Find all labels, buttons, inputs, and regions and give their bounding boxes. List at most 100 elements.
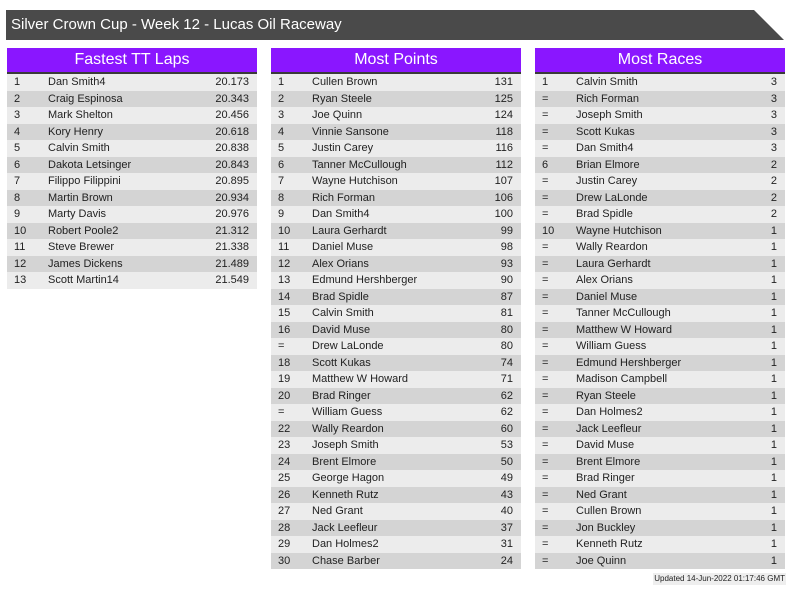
driver-name-cell: Brad Ringer <box>312 389 371 402</box>
driver-name-cell: Joe Quinn <box>576 554 627 567</box>
table-row: 6 Brian Elmore 2 <box>535 156 785 173</box>
driver-name-cell: Brad Spidle <box>312 290 369 303</box>
position-cell: = <box>542 356 549 369</box>
value-cell: 1 <box>770 290 777 303</box>
driver-name-cell: Rich Forman <box>576 92 639 105</box>
value-cell: 2 <box>770 191 777 204</box>
driver-name-cell: Calvin Smith <box>48 142 110 154</box>
value-cell: 1 <box>770 257 777 270</box>
value-cell: 1 <box>770 389 777 402</box>
position-cell: = <box>542 472 549 484</box>
driver-name-cell: Dan Smith4 <box>312 208 370 220</box>
most-races-table: Most Races 1 Calvin Smith 3 = Rich Forman 3 = J… <box>535 48 785 569</box>
driver-name-cell: Martin Brown <box>48 191 113 204</box>
position-cell: = <box>542 340 549 352</box>
value-cell: 1 <box>770 356 777 369</box>
driver-name-cell: Tanner McCullough <box>576 307 671 319</box>
value-cell: 1 <box>770 373 777 385</box>
position-cell: = <box>542 439 549 451</box>
table-row: 1 Cullen Brown 131 <box>271 74 521 91</box>
table-row: = Ned Grant 1 <box>535 486 785 503</box>
value-cell: 21.549 <box>215 274 249 286</box>
table-row: 10 Laura Gerhardt 99 <box>271 222 521 239</box>
table-heading: Fastest TT Laps <box>7 48 257 74</box>
driver-name-cell: Kenneth Rutz <box>576 538 643 550</box>
position-cell: 27 <box>278 505 291 517</box>
position-cell: 22 <box>278 422 291 435</box>
driver-name-cell: Alex Orians <box>576 274 633 286</box>
driver-name-cell: Jon Buckley <box>576 521 636 534</box>
driver-name-cell: Dan Holmes2 <box>576 406 643 418</box>
value-cell: 20.976 <box>215 208 249 220</box>
driver-name-cell: Jack Leefleur <box>312 521 378 534</box>
value-cell: 93 <box>500 257 513 270</box>
driver-name-cell: Ned Grant <box>576 488 627 501</box>
position-cell: 10 <box>542 224 555 237</box>
driver-name-cell: Scott Kukas <box>576 125 635 138</box>
table-row: 2 Ryan Steele 125 <box>271 90 521 107</box>
driver-name-cell: Wayne Hutchison <box>576 224 662 237</box>
table-row: 8 Rich Forman 106 <box>271 189 521 206</box>
driver-name-cell: Alex Orians <box>312 257 369 270</box>
driver-name-cell: Dan Smith4 <box>48 76 106 88</box>
driver-name-cell: David Muse <box>312 323 371 336</box>
position-cell: 15 <box>278 307 291 319</box>
value-cell: 20.838 <box>215 142 249 154</box>
value-cell: 1 <box>770 406 777 418</box>
value-cell: 24 <box>500 554 513 567</box>
driver-name-cell: Justin Carey <box>312 142 374 154</box>
position-cell: 8 <box>278 191 285 204</box>
value-cell: 1 <box>770 224 777 237</box>
value-cell: 1 <box>770 422 777 435</box>
position-cell: 29 <box>278 538 291 550</box>
driver-name-cell: Daniel Muse <box>312 241 374 253</box>
table-row: 3 Mark Shelton 20.456 <box>7 107 257 124</box>
driver-name-cell: Ned Grant <box>312 505 363 517</box>
driver-name-cell: Wally Reardon <box>312 422 384 435</box>
value-cell: 81 <box>500 307 513 319</box>
position-cell: 4 <box>278 125 285 138</box>
table-row: = David Muse 1 <box>535 437 785 454</box>
table-row: = Tanner McCullough 1 <box>535 305 785 322</box>
position-cell: 1 <box>542 76 549 88</box>
position-cell: = <box>542 521 549 534</box>
table-row: 5 Justin Carey 116 <box>271 140 521 157</box>
value-cell: 40 <box>500 505 513 517</box>
value-cell: 80 <box>500 340 513 352</box>
value-cell: 1 <box>770 472 777 484</box>
position-cell: = <box>542 175 549 187</box>
table-row: 13 Scott Martin14 21.549 <box>7 272 257 289</box>
table-row: = Brent Elmore 1 <box>535 453 785 470</box>
table-row: = Madison Campbell 1 <box>535 371 785 388</box>
driver-name-cell: George Hagon <box>312 472 385 484</box>
value-cell: 87 <box>500 290 513 303</box>
table-row: 30 Chase Barber 24 <box>271 552 521 569</box>
value-cell: 53 <box>500 439 513 451</box>
table-row: 8 Martin Brown 20.934 <box>7 189 257 206</box>
position-cell: = <box>542 290 549 303</box>
value-cell: 1 <box>770 505 777 517</box>
table-row: 27 Ned Grant 40 <box>271 503 521 520</box>
position-cell: 11 <box>278 241 290 253</box>
table-row: = Drew LaLonde 80 <box>271 338 521 355</box>
position-cell: 10 <box>278 224 291 237</box>
position-cell: = <box>542 422 549 435</box>
driver-name-cell: Tanner McCullough <box>312 158 407 171</box>
driver-name-cell: Daniel Muse <box>576 290 638 303</box>
value-cell: 1 <box>770 521 777 534</box>
position-cell: 12 <box>14 257 27 270</box>
driver-name-cell: Brad Spidle <box>576 208 633 220</box>
value-cell: 3 <box>770 109 777 121</box>
value-cell: 1 <box>770 455 777 468</box>
position-cell: 18 <box>278 356 291 369</box>
table-row: = Brad Ringer 1 <box>535 470 785 487</box>
position-cell: = <box>542 257 549 270</box>
table-row: 11 Steve Brewer 21.338 <box>7 239 257 256</box>
value-cell: 2 <box>770 175 777 187</box>
value-cell: 106 <box>494 191 513 204</box>
table-row: 15 Calvin Smith 81 <box>271 305 521 322</box>
value-cell: 37 <box>500 521 513 534</box>
position-cell: 13 <box>278 274 291 286</box>
position-cell: = <box>542 554 549 567</box>
position-cell: 1 <box>14 76 21 88</box>
